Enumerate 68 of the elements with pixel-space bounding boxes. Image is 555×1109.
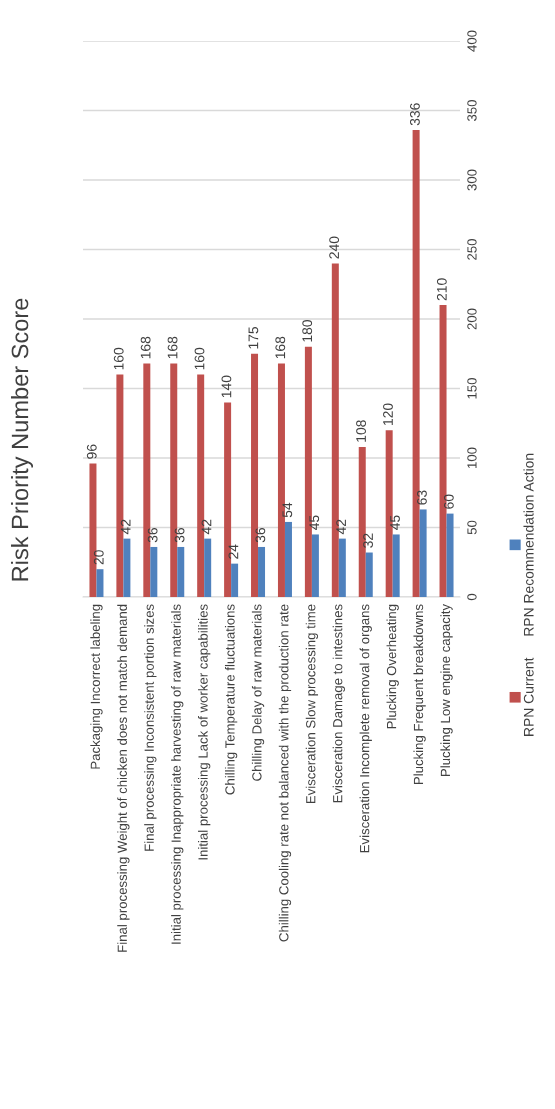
y-tick-label: 350 [467, 100, 477, 121]
x-tick-label: Chilling Cooling rate not balanced with the production rate [278, 604, 292, 942]
data-label: 36 [255, 527, 266, 543]
y-tick-label: 0 [467, 593, 477, 601]
data-label: 45 [390, 515, 400, 530]
bar [123, 538, 131, 597]
data-label: 336 [410, 103, 420, 126]
x-tick-label: Final processing Inconsistent portion sizes [144, 604, 157, 851]
y-tick-label: 200 [467, 308, 477, 330]
x-tick-label: Initial processing Inappropriate harvesting of raw materials [171, 604, 184, 944]
x-tick-label: Evisceration Damage to intestines [332, 604, 345, 803]
data-label: 160 [194, 347, 205, 370]
x-tick-label: Chilling Delay of raw materials [251, 604, 265, 781]
legend-label: RPN Recommendation Action [523, 453, 534, 636]
legend-label: RPN Current [523, 657, 534, 736]
x-tick-label: Initial processing Lack of worker capabilities [198, 604, 211, 860]
data-label: 45 [309, 515, 320, 530]
data-label: 36 [174, 527, 185, 543]
data-label: 63 [417, 490, 427, 505]
data-label: 175 [248, 326, 259, 349]
data-label: 32 [363, 533, 373, 548]
data-label: 120 [383, 403, 393, 425]
x-tick-label: Final processing Weight of chicken does not match demand [117, 604, 130, 952]
x-tick-label: Plucking Overheating [386, 604, 399, 729]
bar [258, 546, 266, 597]
y-tick-label: 250 [467, 239, 477, 260]
bar [204, 538, 212, 597]
data-label: 60 [443, 494, 454, 509]
x-tick-label: Chilling Temperature fluctuations [224, 604, 238, 795]
data-label: 168 [275, 336, 286, 359]
bar [446, 513, 454, 597]
x-tick-label: Plucking Low engine capacity [440, 603, 453, 776]
y-tick-label: 50 [467, 520, 477, 535]
data-label: 42 [336, 519, 346, 535]
data-label: 54 [282, 502, 293, 518]
data-label: 210 [436, 278, 447, 301]
data-label: 42 [120, 519, 131, 535]
y-tick-label: 300 [467, 169, 477, 191]
bar [284, 521, 292, 597]
bar [96, 569, 104, 597]
data-label: 20 [93, 550, 104, 565]
bar [231, 563, 239, 597]
bar [338, 538, 346, 597]
data-label: 36 [147, 527, 158, 543]
x-tick-label: Evisceration Incomplete removal of organs [359, 604, 372, 853]
y-tick-label: 100 [467, 447, 477, 468]
x-tick-label: Plucking Frequent breakdowns [413, 604, 426, 785]
data-label: 108 [356, 420, 366, 442]
bar [177, 546, 185, 597]
bar [419, 509, 427, 597]
bar [150, 546, 158, 597]
x-tick-label: Evisceration Slow processing time [305, 604, 319, 804]
data-label: 168 [140, 336, 151, 359]
text: Risk Priority Number Score [11, 298, 33, 581]
data-label: 42 [201, 519, 212, 535]
data-label: 240 [329, 236, 340, 259]
y-tick-label: 150 [467, 378, 477, 399]
data-label: 180 [302, 320, 313, 342]
y-tick-label: 400 [467, 30, 477, 52]
data-label: 160 [113, 347, 124, 370]
x-tick-label: Packaging Incorrect labeling [90, 604, 103, 769]
data-label: 168 [167, 336, 178, 359]
data-label: 140 [221, 375, 232, 398]
bar [311, 534, 319, 597]
bar [365, 552, 373, 597]
data-label: 24 [228, 544, 239, 559]
data-label: 96 [86, 444, 97, 459]
bar [392, 534, 400, 597]
